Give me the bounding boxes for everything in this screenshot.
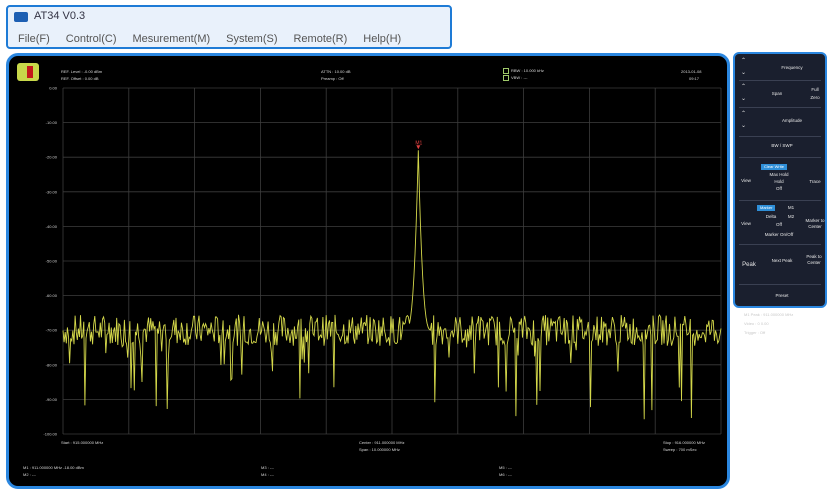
date: 2013-01-08 <box>681 69 702 74</box>
start-freq: Start : 915.000000 MHz <box>61 440 104 445</box>
up-arrow-icon[interactable]: ⌃ <box>741 84 747 90</box>
trace-button[interactable]: Trace <box>809 179 821 184</box>
menu-measurement[interactable]: Mesurement(M) <box>132 33 211 45</box>
hold-button[interactable]: Hold <box>774 179 784 184</box>
menu-file[interactable]: File(F) <box>18 33 50 45</box>
y-tick-label: -60.00 <box>46 293 58 298</box>
marker-1-readout: M1 : 911.000000 MHz -18.00 dBm <box>23 465 84 470</box>
vbw: VBW : --- <box>503 75 527 81</box>
ref-level: REF. Level : -0.00 dBm <box>61 69 103 74</box>
down-arrow-icon[interactable]: ⌄ <box>741 96 747 102</box>
app-logo-icon <box>14 12 28 22</box>
peak-status: M1 Peak : 911.000000 MHz <box>744 312 794 317</box>
marker-to-center-button[interactable]: Marker to Center <box>805 218 825 229</box>
marker-2-readout: M2 : --- <box>23 472 36 477</box>
marker-4-readout: M4 : --- <box>261 472 274 477</box>
marker-label: M1 <box>415 140 422 146</box>
menu-help[interactable]: Help(H) <box>363 33 402 45</box>
marker-5-readout: M5 : --- <box>499 465 512 470</box>
y-axis-labels: 0.00 -10.00 -20.00 -30.00 -40.00 -50.00 -60.00… <box>43 86 57 437</box>
preamp: Preamp : Off <box>321 76 344 81</box>
spectrum-plot: 0.00 -10.00 -20.00 -30.00 -40.00 -50.00 -60.00… <box>43 86 722 437</box>
title-menu-bar: AT34 V0.3 File(F) Control(C) Mesurement(… <box>6 5 452 49</box>
y-tick-label: 0.00 <box>49 86 58 91</box>
y-tick-label: -100.00 <box>43 432 57 437</box>
span-freq: Span : 10.000000 MHz <box>359 447 400 452</box>
y-tick-label: -20.00 <box>46 155 58 160</box>
delta-button[interactable]: Delta <box>765 214 777 219</box>
max-hold-button[interactable]: Max Hold <box>769 172 789 177</box>
ref-offset: REF. Offset : 0.00 dB <box>61 76 99 81</box>
y-tick-label: -50.00 <box>46 259 58 264</box>
stop-freq: Stop : 916.000000 MHz <box>663 440 706 445</box>
marker-tag[interactable]: Marker <box>757 205 776 211</box>
full-span-button[interactable]: Full <box>811 87 819 92</box>
span-button[interactable]: Span <box>771 91 783 96</box>
y-tick-label: -80.00 <box>46 362 58 367</box>
y-tick-label: -10.00 <box>46 120 58 125</box>
plot-grid <box>62 87 722 435</box>
amplitude-button[interactable]: Amplitude <box>781 118 802 123</box>
menu-system[interactable]: System(S) <box>226 33 278 45</box>
next-peak-button[interactable]: Next Peak <box>771 258 793 263</box>
sweep-time: Sweep : 700 mSec <box>663 447 697 452</box>
y-tick-label: -40.00 <box>46 224 58 229</box>
spectrum-screen: REF. Level : -0.00 dBm REF. Offset : 0.0… <box>6 53 730 489</box>
control-panel: ⌃ ⌄ Frequency ⌃ ⌄ Span Full Zero ⌃ ⌄ Amp… <box>733 52 827 308</box>
marker-6-readout: M6 : --- <box>499 472 512 477</box>
down-arrow-icon[interactable]: ⌄ <box>741 70 747 76</box>
bw-swp-button[interactable]: BW / SWP <box>771 143 793 148</box>
marker-on-off-button[interactable]: Marker On/Off <box>764 232 794 237</box>
marker-1-option[interactable]: M1 <box>787 205 795 210</box>
trace-off-button[interactable]: Off <box>776 186 782 191</box>
marker-indicator-icon <box>17 63 39 81</box>
y-tick-label: -30.00 <box>46 189 58 194</box>
trace-view-button[interactable]: View <box>741 178 751 183</box>
y-tick-label: -70.00 <box>46 328 58 333</box>
up-arrow-icon[interactable]: ⌃ <box>741 111 747 117</box>
frequency-button[interactable]: Frequency <box>781 65 803 70</box>
down-arrow-icon[interactable]: ⌄ <box>741 123 747 129</box>
marker-off-button[interactable]: Off <box>776 222 782 227</box>
clear-write-tag[interactable]: Clear Write <box>761 164 787 170</box>
marker-3-readout: M3 : --- <box>261 465 274 470</box>
peak-button[interactable]: Peak <box>742 262 756 268</box>
marker-2-option[interactable]: M2 <box>787 214 795 219</box>
menu-remote[interactable]: Remote(R) <box>293 33 348 45</box>
marker-triangle-icon <box>416 145 421 150</box>
video-status: Video : 0 0.00 <box>744 321 769 326</box>
marker-view-button[interactable]: View <box>741 221 751 226</box>
peak-to-center-button[interactable]: Peak to Center <box>806 254 822 265</box>
menu-bar: File(F) Control(C) Mesurement(M) System(… <box>12 31 411 47</box>
center-freq: Center : 911.000000 MHz <box>359 440 405 445</box>
spectrum-trace <box>62 150 722 420</box>
attenuation: ATTN : 10.00 dB <box>321 69 351 74</box>
window-title: AT34 V0.3 <box>34 10 86 22</box>
trigger-status: Trigger : Off <box>744 330 766 335</box>
y-tick-label: -90.00 <box>46 397 58 402</box>
rbw: RBW : 10.000 kHz <box>503 68 544 74</box>
time: 09:17 <box>689 76 700 81</box>
preset-button[interactable]: Preset <box>775 293 789 298</box>
up-arrow-icon[interactable]: ⌃ <box>741 58 747 64</box>
zero-span-button[interactable]: Zero <box>810 95 820 100</box>
menu-control[interactable]: Control(C) <box>65 33 117 45</box>
